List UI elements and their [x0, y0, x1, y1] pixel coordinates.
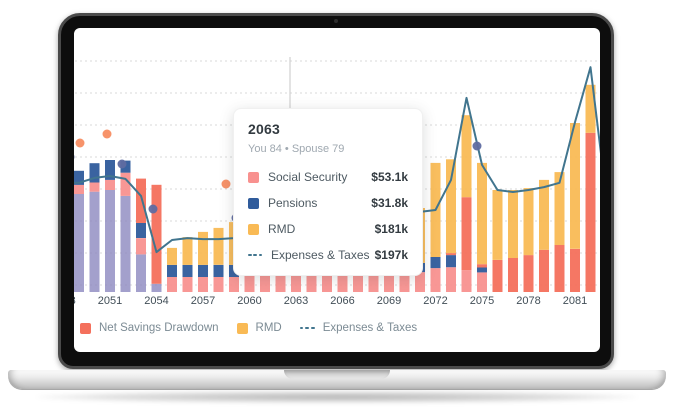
tooltip-series-label: Pensions: [268, 196, 318, 210]
x-axis-labels: 2048 2051 2054 2057 2060 2063 2066 2069 2072 2075…: [74, 295, 587, 307]
rmd-swatch-icon: [236, 322, 248, 334]
bar-2072[interactable]: [430, 162, 441, 292]
legend-label: RMD: [255, 322, 282, 334]
svg-text:2063: 2063: [284, 295, 308, 307]
svg-text:2081: 2081: [563, 295, 587, 307]
bar-2056[interactable]: [182, 237, 193, 292]
legend-item-rmd[interactable]: RMD: [236, 322, 282, 334]
tooltip-series-value: $197k: [374, 248, 408, 262]
bar-2076[interactable]: [492, 190, 503, 292]
bar-2077[interactable]: [508, 190, 518, 292]
dashed-line-swatch-icon: [248, 250, 262, 261]
bar-2079[interactable]: [539, 179, 549, 292]
svg-text:2072: 2072: [423, 295, 447, 307]
svg-text:2069: 2069: [377, 295, 401, 307]
laptop-screen: 2048 2051 2054 2057 2060 2063 2066 2069 2072 2075…: [74, 28, 600, 352]
bar-2078[interactable]: [523, 188, 534, 292]
tooltip-row-rmd: RMD $181k: [248, 216, 408, 242]
tooltip-series-value: $181k: [374, 222, 408, 236]
rmd-swatch-icon: [248, 223, 259, 235]
svg-text:2075: 2075: [470, 295, 494, 307]
laptop-shadow: [36, 391, 638, 403]
net_savings_drawdown-swatch-icon: [80, 322, 91, 334]
svg-text:2066: 2066: [330, 295, 354, 307]
laptop-lid-notch: [284, 370, 390, 379]
tooltip-row-expenses_taxes: Expenses & Taxes $197k: [248, 242, 408, 268]
bar-2058[interactable]: [213, 227, 224, 292]
webcam-icon: [334, 19, 338, 23]
legend-label: Expenses & Taxes: [322, 322, 418, 334]
svg-text:2057: 2057: [191, 295, 215, 307]
tooltip-series-value: $53.1k: [371, 170, 408, 184]
bar-2080[interactable]: [554, 172, 565, 292]
pensions-swatch-icon: [248, 197, 259, 209]
legend-item-expenses_taxes[interactable]: Expenses & Taxes: [299, 322, 418, 334]
bar-2053[interactable]: [136, 178, 146, 292]
tooltip-series-label: Social Security: [268, 170, 348, 184]
svg-text:2078: 2078: [516, 295, 540, 307]
tooltip-row-pensions: Pensions $31.8k: [248, 190, 408, 216]
bar-2082[interactable]: [585, 84, 596, 292]
legend-label: Net Savings Drawdown: [99, 322, 219, 334]
tooltip-row-social_security: Social Security $53.1k: [248, 164, 408, 190]
bar-2055[interactable]: [167, 247, 177, 292]
chart-legend: Net Savings Drawdown RMD Expenses & Taxes: [80, 320, 417, 336]
bar-2050[interactable]: [89, 163, 100, 292]
tooltip-series-value: $31.8k: [371, 196, 408, 210]
bar-2081[interactable]: [570, 123, 580, 292]
legend-item-net_savings_drawdown[interactable]: Net Savings Drawdown: [80, 322, 219, 334]
bar-2049[interactable]: [74, 170, 84, 292]
bar-2054[interactable]: [151, 184, 162, 292]
svg-text:2051: 2051: [98, 295, 122, 307]
chart-tooltip: 2063 You 84 • Spouse 79 Social Security $…: [233, 108, 423, 276]
social_security-swatch-icon: [248, 171, 259, 183]
tooltip-ages: You 84 • Spouse 79: [248, 143, 345, 155]
tooltip-series-label: RMD: [268, 222, 296, 236]
bar-2051[interactable]: [105, 160, 115, 292]
bar-2073[interactable]: [446, 159, 456, 292]
bar-2074[interactable]: [461, 115, 472, 292]
svg-text:2054: 2054: [144, 295, 168, 307]
tooltip-year: 2063: [248, 121, 280, 137]
tooltip-rows: Social Security $53.1k Pensions $31.8k RMD $1…: [248, 164, 408, 268]
bar-2075[interactable]: [477, 162, 487, 292]
svg-text:2060: 2060: [237, 295, 261, 307]
svg-text:2048: 2048: [74, 295, 76, 307]
bar-2057[interactable]: [198, 231, 208, 292]
laptop-base: [8, 370, 666, 389]
tooltip-series-label: Expenses & Taxes: [271, 248, 370, 262]
dashed-line-swatch-icon: [299, 323, 315, 334]
